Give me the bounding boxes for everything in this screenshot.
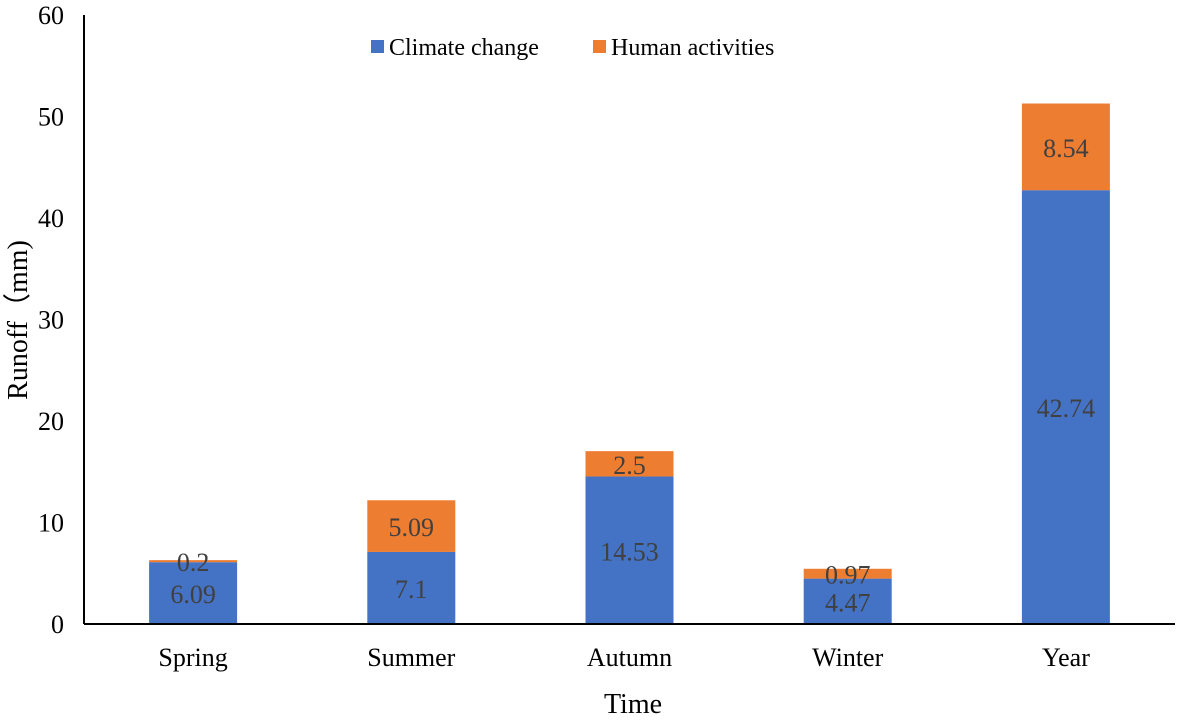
bar-winter-human-activities [803, 568, 892, 579]
legend-label-human-activities: Human activities [611, 35, 774, 61]
x-tick-label-summer: Summer [367, 643, 455, 672]
y-tick-label-40: 40 [38, 204, 64, 233]
y-axis-ticks: 0 10 20 30 40 50 60 [38, 1, 64, 639]
data-label-year-human-activities: 8.54 [1043, 134, 1089, 163]
x-tick-label-winter: Winter [812, 643, 883, 672]
bar-summer-human-activities [367, 500, 456, 552]
bars-group [149, 103, 1110, 624]
bar-spring-human-activities [149, 560, 238, 563]
data-label-spring-human-activities: 0.2 [177, 548, 210, 577]
data-label-year-climate-change: 42.74 [1037, 394, 1096, 423]
y-tick-label-50: 50 [38, 103, 64, 132]
y-axis-title: Runoff（mm) [2, 240, 34, 400]
x-tick-label-spring: Spring [158, 643, 227, 672]
bar-year-human-activities [1021, 103, 1110, 191]
data-label-winter-climate-change: 4.47 [825, 588, 871, 617]
bar-spring-climate-change [149, 562, 238, 624]
data-label-summer-human-activities: 5.09 [389, 513, 435, 542]
legend: Climate change Human activities [371, 35, 774, 61]
y-tick-label-20: 20 [38, 407, 64, 436]
data-label-spring-climate-change: 6.09 [170, 580, 216, 609]
data-label-autumn-human-activities: 2.5 [613, 451, 646, 480]
x-tick-label-year: Year [1042, 643, 1090, 672]
data-label-summer-climate-change: 7.1 [395, 575, 428, 604]
bar-autumn-climate-change [585, 476, 674, 624]
legend-label-climate-change: Climate change [389, 35, 539, 61]
data-label-winter-human-activities: 0.97 [825, 561, 871, 590]
y-tick-label-30: 30 [38, 306, 64, 335]
legend-swatch-climate-change [371, 40, 384, 53]
y-tick-label-10: 10 [38, 509, 64, 538]
x-axis-title: Time [604, 689, 662, 720]
bar-labels-group: 6.09 0.2 7.1 5.09 14.53 2.5 4.470.97 42.74 8.54 [170, 134, 1095, 617]
x-axis-tick-labels: Spring Summer Autumn Winter Year [158, 643, 1090, 672]
x-tick-label-autumn: Autumn [587, 643, 672, 672]
bar-autumn-human-activities [585, 451, 674, 477]
bar-summer-climate-change [367, 551, 456, 624]
data-label-autumn-climate-change: 14.53 [600, 537, 659, 566]
y-tick-label-0: 0 [51, 610, 64, 639]
legend-swatch-human-activities [593, 40, 606, 53]
y-tick-label-60: 60 [38, 1, 64, 30]
bar-year-climate-change [1021, 190, 1110, 624]
bar-winter-climate-change [803, 578, 892, 624]
